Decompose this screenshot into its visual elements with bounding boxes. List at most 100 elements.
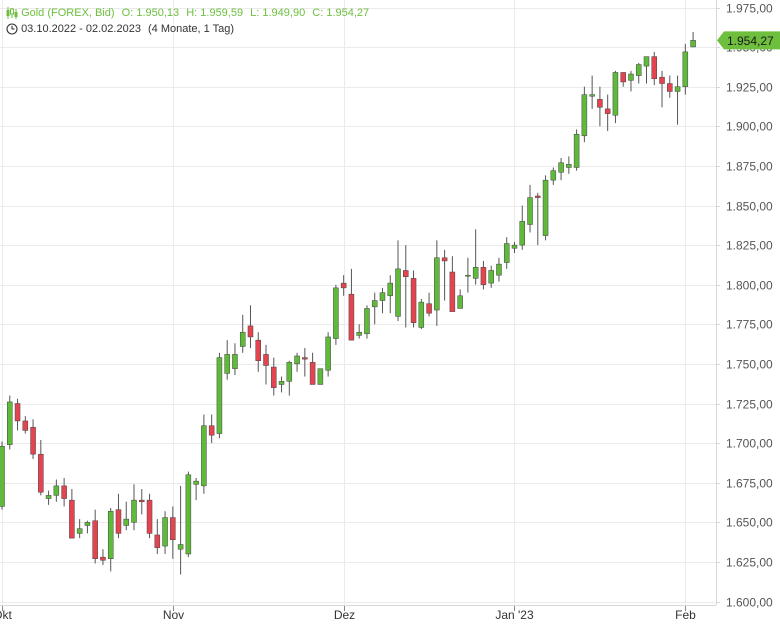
candle — [465, 257, 471, 293]
candle-body-up — [7, 401, 13, 445]
candle-body-up — [84, 522, 91, 526]
candle-body-down — [38, 453, 44, 493]
candle — [193, 477, 199, 501]
candle-body-up — [566, 164, 572, 168]
candle-body-up — [542, 179, 549, 236]
candle — [395, 240, 401, 322]
candle-body-down — [92, 520, 98, 559]
candle-body-up — [503, 243, 510, 263]
candle — [247, 305, 254, 349]
candle — [604, 94, 611, 132]
candle-body-up — [418, 301, 425, 328]
candle — [379, 287, 386, 314]
x-tick-label: Nov — [163, 608, 184, 622]
candle-body-up — [278, 381, 285, 385]
candle-body-up — [635, 64, 642, 76]
candlestick-icon — [6, 7, 18, 20]
candle-body-up — [558, 162, 564, 173]
candle-body-down — [22, 420, 29, 431]
candle-body-up — [527, 197, 533, 225]
candle — [325, 332, 331, 377]
candle-body-up — [45, 495, 52, 499]
candle — [216, 352, 223, 439]
candle-body-down — [309, 362, 316, 385]
y-tick-label: 1.925,00 — [726, 81, 773, 95]
candle — [170, 506, 176, 559]
candle — [92, 509, 98, 564]
candle-body-up — [371, 300, 378, 308]
candle-body-down — [255, 339, 261, 361]
candle-body-up — [465, 274, 471, 277]
candle-body-up — [317, 368, 324, 385]
candle — [115, 493, 122, 539]
candle-body-up — [628, 73, 634, 81]
y-tick-label: 1.650,00 — [726, 516, 773, 530]
candle-body-up — [107, 510, 114, 559]
candle-body-up — [286, 362, 293, 382]
candle — [597, 86, 603, 127]
candle — [472, 229, 479, 285]
candle — [61, 477, 67, 507]
y-tick-label: 1.600,00 — [726, 596, 773, 610]
candle — [131, 484, 137, 531]
candle-body-up — [53, 485, 60, 496]
candle — [139, 489, 145, 515]
candle-body-up — [325, 336, 331, 371]
candle-body-up — [496, 263, 502, 276]
candle — [651, 51, 658, 86]
candle — [496, 257, 502, 282]
candle-body-down — [69, 499, 75, 539]
candle — [14, 398, 21, 431]
candle — [550, 167, 557, 185]
candle — [503, 237, 510, 269]
candle — [620, 72, 626, 87]
candle — [635, 62, 642, 84]
candle-body-down — [620, 72, 626, 83]
candle — [364, 305, 370, 339]
candle — [441, 249, 448, 301]
candle — [224, 340, 230, 380]
date-range: 03.10.2022 - 02.02.2023 — [21, 23, 141, 35]
candle — [107, 508, 114, 572]
candle — [418, 298, 425, 330]
candle-body-up — [434, 257, 440, 311]
candle-body-up — [185, 474, 192, 555]
candle-body-down — [426, 303, 432, 314]
candle-body-down — [61, 485, 67, 499]
candle-body-up — [216, 357, 223, 434]
candle-body-down — [659, 76, 665, 84]
candle-body-down — [14, 403, 21, 422]
candle-body-down — [410, 278, 417, 323]
candle-body-down — [154, 534, 161, 548]
y-tick-label: 1.775,00 — [726, 318, 773, 332]
candle — [682, 43, 689, 95]
candle-body-down — [340, 282, 347, 289]
candle — [674, 75, 681, 125]
candle-body-up — [364, 308, 370, 335]
candle-body-up — [387, 282, 393, 297]
candle — [449, 256, 456, 312]
candle — [76, 519, 83, 539]
instrument-name: Gold (FOREX, Bid) — [21, 7, 115, 19]
candle — [511, 241, 518, 254]
candle-body-up — [457, 295, 463, 309]
candle-body-up — [162, 517, 168, 547]
candle — [30, 419, 36, 459]
candle-body-up — [193, 480, 199, 485]
clock-icon — [6, 23, 18, 35]
y-tick-label: 1.800,00 — [726, 279, 773, 293]
candle-body-down — [403, 270, 409, 278]
y-tick-label: 1.850,00 — [726, 200, 773, 214]
candle — [294, 352, 300, 372]
low-value: L: 1.949,90 — [250, 7, 306, 19]
candle — [154, 519, 161, 554]
candle — [208, 414, 215, 444]
candle — [535, 192, 541, 246]
candle — [589, 75, 595, 109]
candle-body-up — [550, 170, 557, 181]
candle — [426, 292, 432, 317]
candle-body-down — [208, 425, 215, 436]
candle-body-up — [294, 355, 300, 365]
x-tick-label: Dez — [334, 608, 355, 622]
